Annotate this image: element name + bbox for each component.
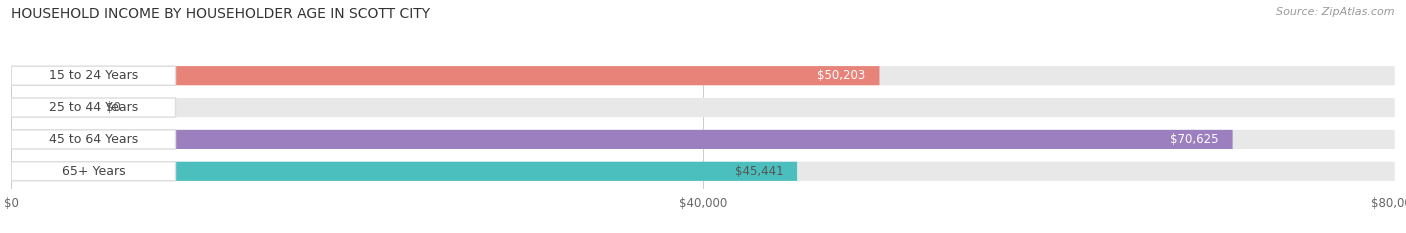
Text: 45 to 64 Years: 45 to 64 Years xyxy=(49,133,138,146)
FancyBboxPatch shape xyxy=(11,66,1395,85)
FancyBboxPatch shape xyxy=(11,130,1233,149)
Text: $45,441: $45,441 xyxy=(735,165,783,178)
Text: 15 to 24 Years: 15 to 24 Years xyxy=(49,69,138,82)
FancyBboxPatch shape xyxy=(11,162,797,181)
Text: 25 to 44 Years: 25 to 44 Years xyxy=(49,101,138,114)
Text: Source: ZipAtlas.com: Source: ZipAtlas.com xyxy=(1277,7,1395,17)
Text: $50,203: $50,203 xyxy=(817,69,866,82)
FancyBboxPatch shape xyxy=(11,162,176,181)
FancyBboxPatch shape xyxy=(11,66,176,85)
Text: $70,625: $70,625 xyxy=(1170,133,1219,146)
Text: HOUSEHOLD INCOME BY HOUSEHOLDER AGE IN SCOTT CITY: HOUSEHOLD INCOME BY HOUSEHOLDER AGE IN S… xyxy=(11,7,430,21)
FancyBboxPatch shape xyxy=(11,98,80,117)
FancyBboxPatch shape xyxy=(11,130,1395,149)
Text: 65+ Years: 65+ Years xyxy=(62,165,125,178)
FancyBboxPatch shape xyxy=(11,98,176,117)
FancyBboxPatch shape xyxy=(11,162,1395,181)
Text: $0: $0 xyxy=(107,101,121,114)
FancyBboxPatch shape xyxy=(11,66,879,85)
FancyBboxPatch shape xyxy=(11,130,176,149)
FancyBboxPatch shape xyxy=(11,98,1395,117)
